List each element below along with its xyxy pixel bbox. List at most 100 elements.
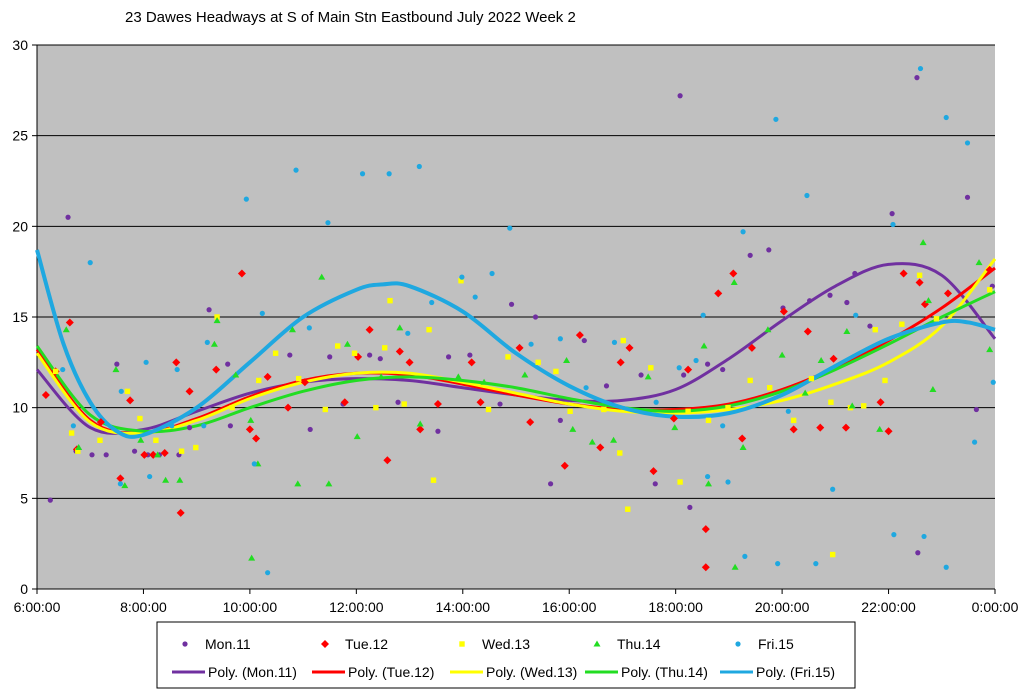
legend-marker-thu-14 <box>593 640 601 647</box>
data-point <box>638 372 644 378</box>
data-point <box>778 351 786 358</box>
data-point <box>395 399 401 405</box>
data-point <box>964 140 971 146</box>
legend-label: Poly. (Wed.13) <box>486 664 577 680</box>
data-point <box>603 383 610 389</box>
data-point <box>201 423 207 429</box>
data-point <box>263 372 272 381</box>
data-point <box>318 273 326 280</box>
data-point <box>112 366 120 373</box>
series-wed-13 <box>52 272 993 558</box>
data-point <box>653 399 659 405</box>
data-point <box>140 450 149 459</box>
data-point <box>353 433 361 440</box>
data-point <box>829 551 836 558</box>
data-point <box>557 336 563 342</box>
data-point <box>581 337 587 344</box>
data-point <box>467 352 473 358</box>
data-point <box>210 340 218 347</box>
data-point <box>701 525 710 534</box>
data-point <box>343 340 351 347</box>
y-tick-label: 0 <box>20 581 28 597</box>
x-tick-label: 18:00:00 <box>648 599 703 615</box>
data-point <box>204 339 210 345</box>
data-point <box>684 365 693 374</box>
data-point <box>212 365 221 374</box>
data-point <box>740 229 746 235</box>
data-point <box>747 343 756 352</box>
data-point <box>307 426 313 433</box>
data-point <box>96 418 105 427</box>
scatter-points <box>41 65 996 576</box>
legend: Mon.11 Tue.12 Wed.13 Thu.14 Fri.15 Poly. (Mon… <box>156 621 856 689</box>
data-point <box>480 378 488 385</box>
data-point <box>416 163 422 170</box>
data-point <box>899 269 908 278</box>
data-point <box>773 116 779 122</box>
data-point <box>919 239 927 246</box>
data-point <box>677 93 683 99</box>
y-tick-label: 25 <box>12 128 28 144</box>
data-point <box>986 287 993 293</box>
data-point <box>817 357 825 364</box>
x-tick-label: 8:00:00 <box>120 599 167 615</box>
data-point <box>986 346 994 353</box>
data-point <box>70 423 76 429</box>
data-point <box>610 436 618 443</box>
legend-marker-mon-11 <box>182 641 188 647</box>
data-point <box>160 449 169 457</box>
data-point <box>990 379 996 385</box>
legend-marker-fri-15 <box>735 641 741 647</box>
data-point <box>214 314 220 320</box>
data-point <box>225 361 231 367</box>
data-point <box>124 388 131 395</box>
data-point <box>611 339 618 345</box>
data-point <box>416 425 425 434</box>
data-point <box>68 430 75 436</box>
data-point <box>377 356 383 362</box>
y-tick-label: 10 <box>12 400 28 416</box>
data-point <box>652 481 658 487</box>
data-point <box>429 299 435 306</box>
data-point <box>785 408 791 414</box>
data-point <box>843 328 851 335</box>
data-point <box>943 289 952 298</box>
data-point <box>62 326 70 333</box>
data-point <box>563 357 571 364</box>
legend-marker-wed-13 <box>459 641 465 647</box>
data-point <box>547 481 554 487</box>
data-point <box>383 456 392 465</box>
data-point <box>41 390 50 399</box>
data-point <box>739 444 747 451</box>
data-point <box>973 406 979 413</box>
data-point <box>405 358 414 367</box>
x-tick-label: 0:00:00 <box>972 599 1019 615</box>
data-point <box>560 461 569 470</box>
data-point <box>620 337 627 344</box>
data-point <box>52 368 59 375</box>
data-point <box>396 324 404 331</box>
legend-label: Mon.11 <box>205 636 251 652</box>
data-point <box>567 408 573 414</box>
data-point <box>701 563 710 572</box>
data-point <box>162 476 170 483</box>
data-point <box>921 533 927 540</box>
data-point <box>97 437 103 444</box>
data-point <box>985 265 994 274</box>
x-tick-label: 20:00:00 <box>755 599 810 615</box>
data-point <box>508 301 515 307</box>
data-point <box>507 225 513 231</box>
data-point <box>700 342 708 349</box>
data-point <box>742 553 748 559</box>
data-point <box>232 371 240 378</box>
data-point <box>841 423 850 432</box>
data-point <box>365 325 374 334</box>
data-point <box>747 252 753 258</box>
data-point <box>367 352 373 358</box>
data-point <box>867 323 873 329</box>
data-point <box>916 272 923 278</box>
data-point <box>459 274 465 280</box>
data-point <box>485 406 492 413</box>
data-point <box>830 486 836 492</box>
